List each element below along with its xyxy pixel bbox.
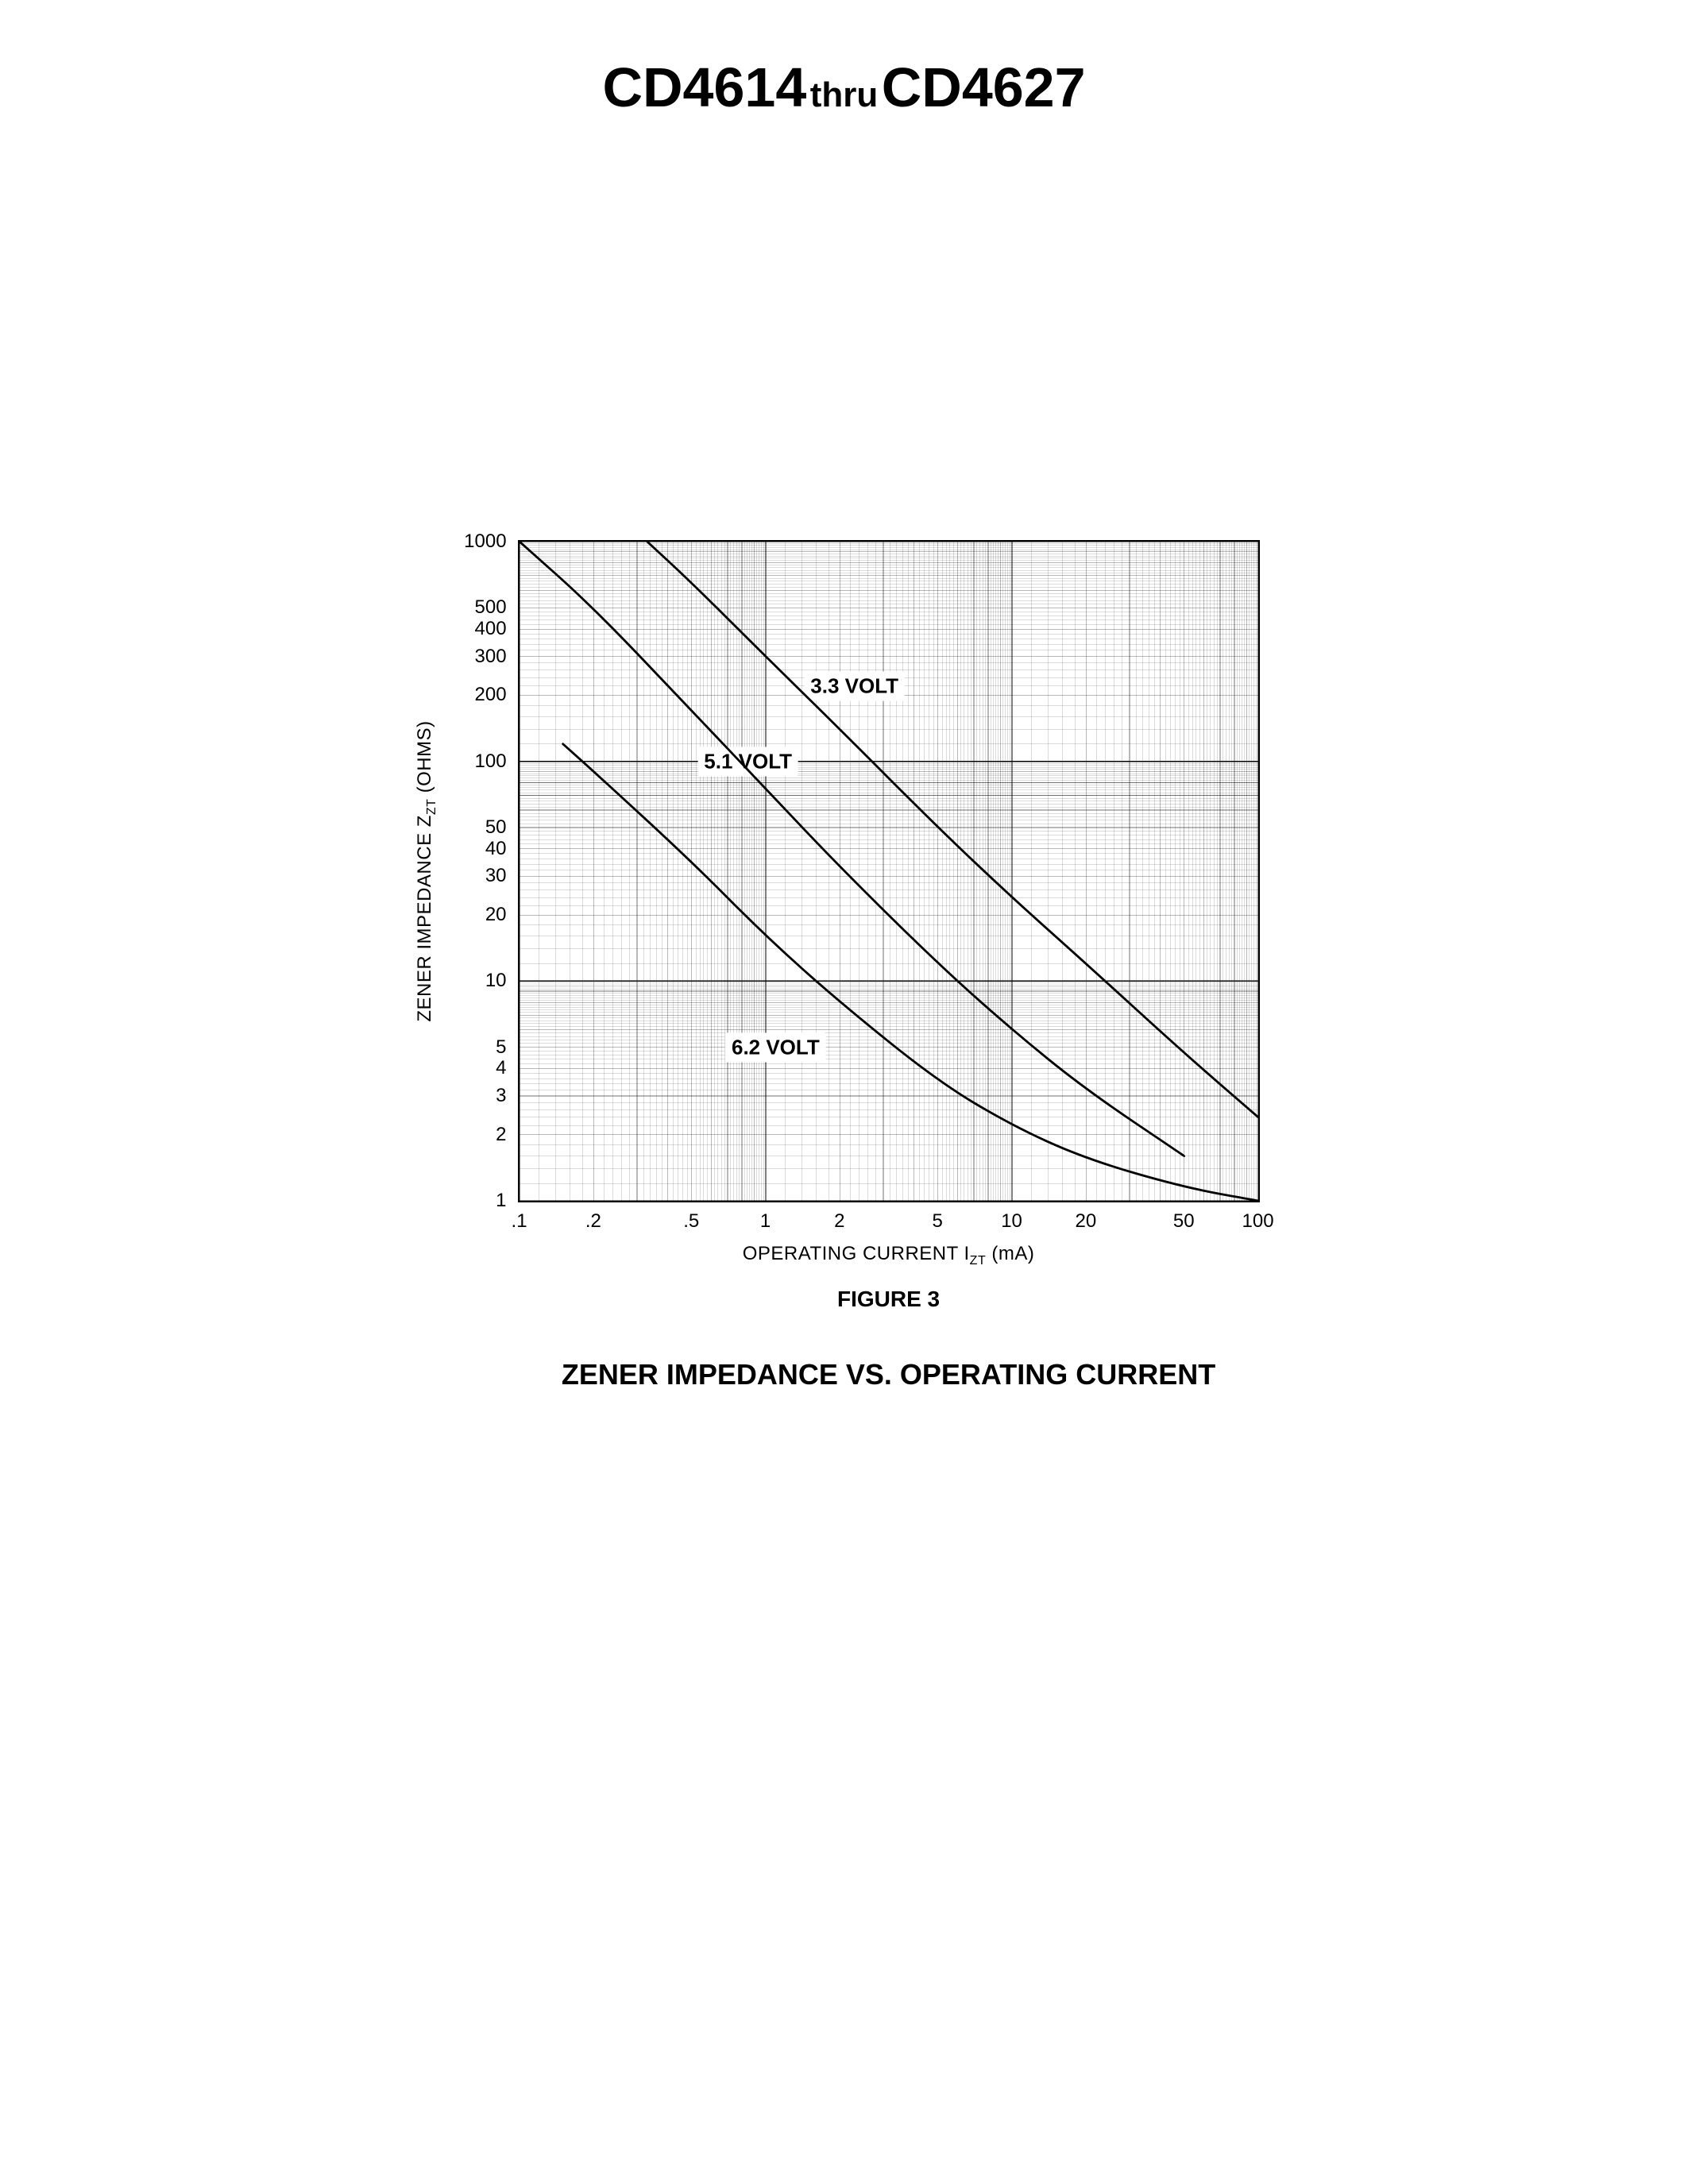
y-tick-label: 30 — [485, 866, 507, 886]
figure-number: FIGURE 3 — [837, 1287, 940, 1312]
y-tick-label: 5 — [496, 1038, 506, 1057]
y-tick-label: 3 — [496, 1086, 506, 1106]
x-tick-label: 5 — [933, 1212, 943, 1231]
page-title: CD4614 thru CD4627 — [0, 0, 1688, 119]
x-tick-label: 50 — [1173, 1212, 1195, 1231]
header-right: CD4627 — [882, 56, 1086, 118]
y-tick-label: 100 — [474, 752, 506, 771]
y-tick-label: 40 — [485, 839, 507, 859]
figure-title: ZENER IMPEDANCE VS. OPERATING CURRENT — [562, 1358, 1215, 1391]
x-axis-label-sub: ZT — [970, 1254, 987, 1268]
x-tick-label: 100 — [1242, 1212, 1274, 1231]
x-tick-label: .2 — [585, 1212, 601, 1231]
x-tick-label: 10 — [1001, 1212, 1022, 1231]
chart-container: ZENER IMPEDANCE ZZT (OHMS) 1234510203040… — [518, 540, 1260, 1202]
y-tick-label: 2 — [496, 1125, 506, 1144]
y-tick-label: 20 — [485, 905, 507, 924]
header-mid: thru — [810, 75, 879, 114]
x-axis-label-post: (mA) — [986, 1243, 1034, 1264]
x-tick-label: 20 — [1076, 1212, 1097, 1231]
x-axis-label-pre: OPERATING CURRENT I — [743, 1243, 970, 1264]
x-tick-label: 2 — [834, 1212, 844, 1231]
page: CD4614 thru CD4627 ZENER IMPEDANCE ZZT (… — [0, 0, 1688, 2184]
y-axis-label-pre: ZENER IMPEDANCE Z — [414, 815, 435, 1022]
y-axis-label-sub: ZT — [424, 799, 438, 816]
y-axis-label: ZENER IMPEDANCE ZZT (OHMS) — [414, 720, 439, 1021]
series-curve — [520, 542, 1184, 1156]
series-curve — [647, 542, 1257, 1117]
y-tick-label: 400 — [474, 619, 506, 639]
y-tick-label: 10 — [485, 971, 507, 990]
y-tick-label: 1000 — [464, 532, 506, 551]
y-tick-label: 4 — [496, 1059, 506, 1078]
header-left: CD4614 — [602, 56, 806, 118]
y-axis-label-post: (OHMS) — [414, 720, 435, 798]
series-curve — [562, 744, 1257, 1201]
y-tick-label: 200 — [474, 685, 506, 704]
x-tick-label: .1 — [512, 1212, 527, 1231]
x-tick-label: 1 — [760, 1212, 771, 1231]
chart-plot-area: 1234510203040501002003004005001000.1.2.5… — [518, 540, 1260, 1202]
y-tick-label: 500 — [474, 598, 506, 617]
y-tick-label: 50 — [485, 818, 507, 837]
y-tick-label: 1 — [496, 1191, 506, 1210]
x-tick-label: .5 — [683, 1212, 699, 1231]
x-axis-label: OPERATING CURRENT IZT (mA) — [743, 1243, 1035, 1268]
y-tick-label: 300 — [474, 647, 506, 666]
